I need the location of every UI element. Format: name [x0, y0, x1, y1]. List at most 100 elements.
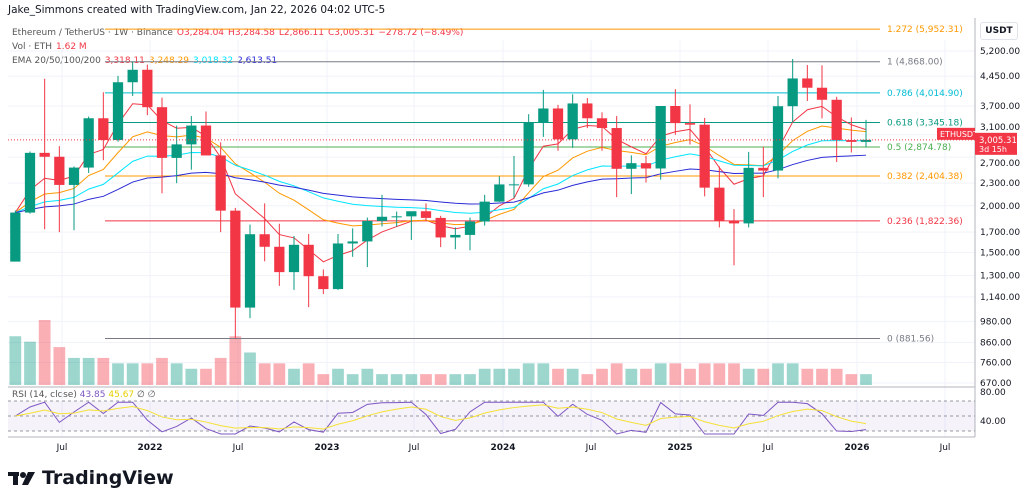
volume-bar [141, 363, 154, 385]
volume-bar [200, 368, 212, 385]
candle-body [24, 152, 36, 213]
volume-bar [390, 374, 403, 385]
close-value: C3,005.31 [328, 28, 375, 38]
candle-body [347, 241, 358, 244]
ema-line [15, 154, 867, 214]
symbol-name[interactable]: Ethereum / TetherUS · 1W · Binance [12, 28, 173, 38]
currency-button[interactable]: USDT [980, 22, 1018, 40]
candle-body [552, 108, 564, 140]
ema-label[interactable]: EMA 20/50/100/200 [12, 56, 101, 66]
volume-bar [9, 336, 22, 385]
credit-text: Jake_Simmons created with TradingView.co… [8, 4, 386, 16]
volume-bar [845, 374, 858, 385]
time-tick-label: 2022 [137, 443, 162, 453]
volume-bar [742, 368, 755, 385]
price-tick-label: 2,000.00 [980, 202, 1020, 212]
candle-body [508, 184, 520, 186]
candle-body [303, 244, 314, 277]
volume-bar [332, 368, 344, 385]
price-tag-value: 3,005.31 [979, 136, 1017, 146]
price-tick-label: 4,450.00 [980, 72, 1020, 82]
volume-bar [434, 374, 447, 385]
volume-label[interactable]: Vol · ETH [12, 42, 52, 52]
candle-body [816, 87, 828, 100]
fib-level-label: 0.618 (3,345.18) [887, 118, 963, 128]
candle-body [831, 99, 842, 141]
time-tick-label: Jul [56, 443, 68, 453]
volume-bar [786, 363, 799, 385]
rsi-value: 43.85 [79, 390, 106, 400]
candle-body [684, 123, 696, 125]
volume-bar [654, 363, 667, 385]
symbol-legend: Ethereum / TetherUS · 1W · Binance O3,284… [12, 26, 467, 68]
volume-bar [478, 368, 491, 385]
candle-body [376, 216, 388, 221]
volume-bar [669, 363, 682, 385]
candle-body [494, 184, 505, 202]
volume-bar [53, 347, 66, 385]
candle-body [523, 122, 534, 185]
price-tick-label: 1,140.00 [980, 293, 1020, 303]
candle-body [596, 118, 608, 129]
volume-bar [273, 363, 286, 385]
rsi-extra-2: ∅ [147, 390, 156, 400]
price-tag [975, 132, 1017, 155]
volume-bar [684, 368, 696, 385]
price-tick-label: 670.00 [980, 379, 1012, 389]
ema-value: 2,613.51 [237, 56, 278, 66]
symbol-tag-label: ETHUSDT [940, 130, 978, 139]
time-tick-label: 2023 [314, 443, 339, 453]
price-tick-label: 760.00 [980, 359, 1012, 369]
candle-body [626, 163, 637, 169]
volume-bar [610, 363, 623, 385]
volume-bar [361, 368, 374, 385]
rsi-label[interactable]: RSI (14, close) [12, 390, 77, 400]
candle-body [699, 124, 710, 188]
candle-body [362, 220, 373, 242]
rsi-tick-label: 40.00 [980, 417, 1006, 427]
price-tick-label: 1,700.00 [980, 228, 1020, 238]
volume-bar [376, 374, 388, 385]
volume-bar [772, 363, 784, 385]
candle-body [860, 139, 872, 142]
volume-bar [449, 374, 462, 385]
candle-body [171, 144, 182, 158]
fib-level-label: 1 (4,868.00) [887, 58, 943, 68]
candle-body [772, 106, 784, 171]
volume-bar [317, 374, 330, 385]
volume-bar [214, 357, 227, 385]
rsi-tick-label: 80.00 [980, 388, 1006, 398]
tradingview-logo: TradingView [8, 467, 174, 489]
volume-bar [288, 368, 300, 385]
price-tag-countdown: 3d 15h [979, 145, 1007, 154]
brand-name: TradingView [42, 467, 174, 489]
volume-bar [346, 374, 359, 385]
fib-level-label: 0.382 (2,404.38) [887, 172, 963, 182]
symbol-tag [937, 127, 975, 140]
candle-body [538, 108, 549, 123]
candle-body [728, 220, 740, 224]
volume-bar [860, 374, 872, 385]
candle-body [714, 187, 725, 221]
time-tick-label: 2026 [844, 443, 869, 453]
candle-body [83, 118, 94, 168]
fib-level-label: 0.786 (4,014.90) [887, 89, 963, 99]
price-tick-label: 2,700.00 [980, 159, 1020, 169]
fib-level-label: 0 (881.56) [887, 335, 934, 345]
candle-body [215, 155, 226, 211]
candle-body [743, 167, 754, 224]
candle-body [156, 107, 168, 158]
candle-body [479, 201, 490, 222]
candle-body [655, 106, 666, 169]
price-tick-label: 980.00 [980, 317, 1012, 327]
volume-bar [508, 368, 520, 385]
time-tick-label: 2025 [667, 443, 692, 453]
candle-body [142, 69, 153, 108]
candle-body [435, 217, 446, 238]
candle-body [318, 276, 329, 290]
candle-body [10, 212, 21, 262]
price-chart[interactable]: 5,200.00 4,450.00 3,700.00 3,100.00 2,700.00… [0, 0, 1024, 460]
volume-bar [405, 374, 418, 385]
time-tick-label: Jul [762, 443, 774, 453]
candle-body [802, 78, 813, 88]
